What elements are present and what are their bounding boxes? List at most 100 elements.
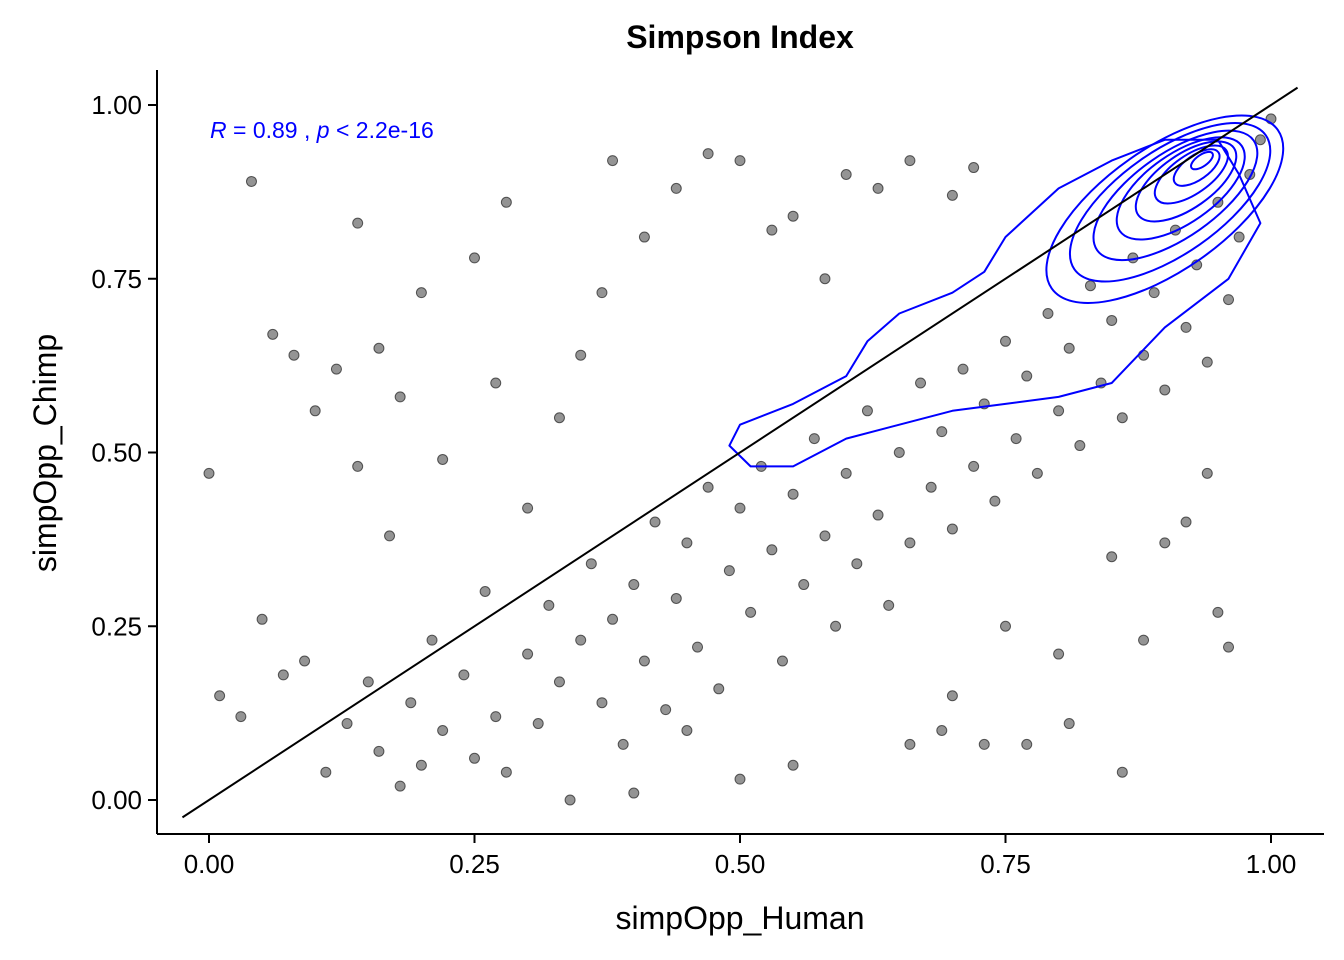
p-symbol: p bbox=[316, 117, 330, 143]
data-point bbox=[692, 641, 704, 653]
data-point bbox=[235, 711, 247, 723]
data-point bbox=[904, 155, 916, 167]
data-point bbox=[1116, 766, 1128, 778]
data-point bbox=[649, 516, 661, 528]
data-point bbox=[469, 752, 480, 764]
data-point bbox=[968, 162, 980, 174]
data-point bbox=[362, 676, 374, 688]
data-point bbox=[713, 683, 725, 695]
p-value: < 2.2e-16 bbox=[330, 117, 434, 143]
data-point bbox=[638, 231, 650, 243]
data-point bbox=[553, 412, 565, 424]
data-point bbox=[734, 773, 746, 785]
data-point bbox=[394, 780, 406, 792]
data-point bbox=[267, 328, 279, 340]
data-point bbox=[1074, 440, 1086, 452]
x-tick-label: 0.75 bbox=[980, 849, 1031, 879]
data-point bbox=[978, 738, 990, 750]
x-ticks: 0.00 0.25 0.50 0.75 1.00 bbox=[184, 834, 1296, 879]
data-point bbox=[245, 175, 257, 187]
data-point bbox=[1042, 308, 1054, 319]
data-point bbox=[681, 537, 693, 549]
r-symbol: R bbox=[210, 117, 227, 143]
data-point bbox=[585, 558, 597, 570]
data-point bbox=[702, 481, 714, 493]
density-contour-ring bbox=[1153, 144, 1229, 205]
data-point bbox=[426, 634, 438, 646]
data-point bbox=[1233, 231, 1245, 243]
data-point bbox=[830, 620, 842, 632]
identity-line bbox=[181, 86, 1299, 819]
data-point bbox=[904, 738, 916, 750]
data-point bbox=[904, 537, 916, 549]
data-point bbox=[277, 669, 289, 681]
data-point bbox=[936, 725, 948, 736]
r-value: = 0.89 , bbox=[227, 117, 317, 143]
data-point bbox=[394, 391, 406, 403]
data-point bbox=[745, 606, 757, 618]
data-point bbox=[681, 725, 693, 736]
y-tick-label: 1.00 bbox=[91, 90, 142, 120]
data-point bbox=[968, 460, 980, 472]
data-point bbox=[851, 558, 863, 570]
data-point bbox=[309, 405, 321, 417]
data-point bbox=[628, 787, 640, 799]
data-point bbox=[893, 447, 905, 458]
density-contour-ring bbox=[1045, 114, 1285, 304]
correlation-annotation: R = 0.89 , p < 2.2e-16 bbox=[210, 117, 434, 143]
data-point bbox=[437, 725, 449, 736]
data-point bbox=[1180, 321, 1192, 333]
data-point bbox=[670, 182, 682, 194]
density-contour-outer bbox=[728, 138, 1262, 468]
data-point bbox=[490, 377, 502, 389]
data-point bbox=[437, 453, 449, 465]
data-point bbox=[543, 599, 555, 611]
data-point bbox=[256, 613, 268, 625]
data-point bbox=[872, 182, 884, 194]
y-tick-label: 0.50 bbox=[91, 438, 142, 468]
data-point bbox=[776, 655, 788, 667]
data-point bbox=[1223, 641, 1235, 653]
data-point bbox=[469, 252, 480, 264]
data-point bbox=[1010, 433, 1022, 445]
data-point bbox=[915, 377, 927, 389]
data-point bbox=[787, 759, 799, 771]
data-point bbox=[946, 690, 958, 702]
chart-title: Simpson Index bbox=[626, 19, 854, 55]
data-point bbox=[1138, 634, 1150, 646]
density-contour-ring bbox=[1134, 140, 1238, 223]
data-point bbox=[288, 349, 300, 361]
data-point bbox=[532, 718, 544, 730]
data-point bbox=[628, 579, 640, 591]
data-point bbox=[1053, 648, 1065, 660]
data-point bbox=[1212, 606, 1224, 618]
data-point bbox=[840, 467, 852, 479]
data-point bbox=[798, 579, 810, 591]
density-contour-ring bbox=[1068, 122, 1272, 283]
data-point bbox=[883, 599, 895, 611]
data-point bbox=[596, 697, 608, 709]
data-point bbox=[1223, 294, 1235, 306]
data-point bbox=[607, 155, 619, 167]
data-point bbox=[214, 690, 226, 702]
data-point bbox=[479, 586, 491, 597]
density-contours bbox=[728, 114, 1285, 468]
data-point bbox=[553, 676, 565, 688]
data-point bbox=[734, 155, 746, 167]
data-point bbox=[596, 287, 608, 299]
data-point bbox=[458, 669, 470, 681]
data-point bbox=[373, 342, 385, 354]
data-point bbox=[872, 509, 884, 521]
data-point bbox=[1000, 620, 1011, 632]
density-contour-ring bbox=[1115, 136, 1246, 241]
data-point bbox=[522, 648, 534, 660]
data-point bbox=[819, 273, 831, 285]
data-point bbox=[203, 467, 215, 479]
data-point bbox=[352, 217, 364, 229]
data-point bbox=[320, 766, 332, 778]
density-contour-ring bbox=[1190, 150, 1214, 171]
data-point bbox=[734, 502, 746, 514]
data-point bbox=[819, 530, 831, 542]
data-point bbox=[989, 495, 1001, 507]
